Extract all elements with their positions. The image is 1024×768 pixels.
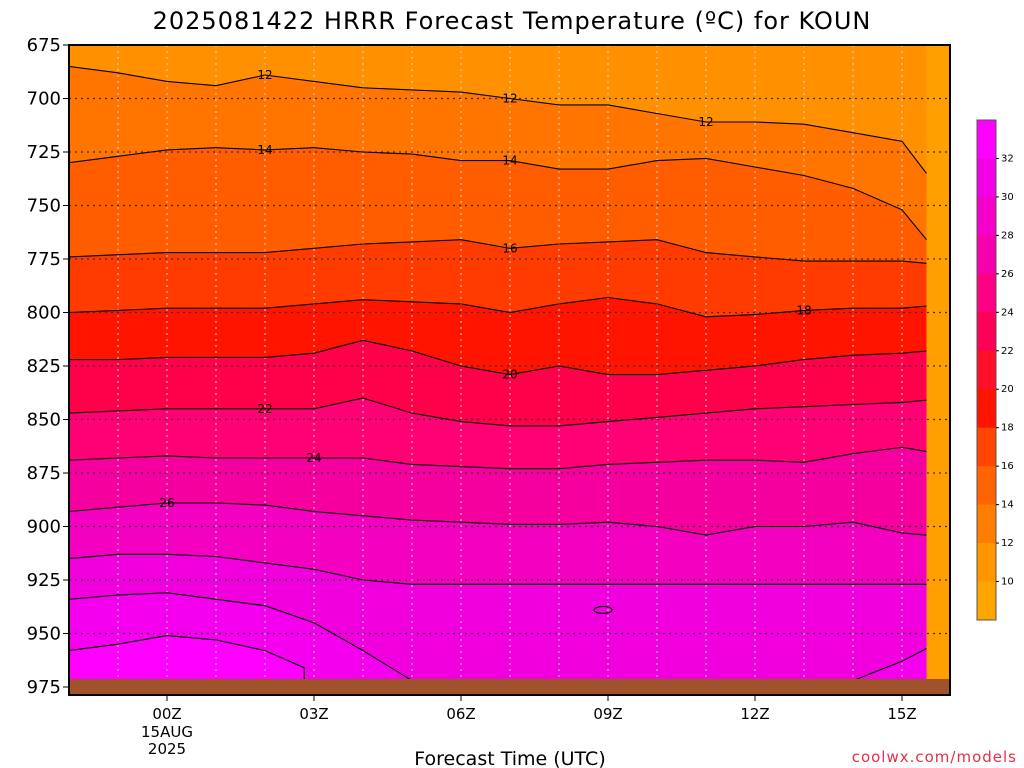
colorbar-swatch-11 (977, 543, 996, 583)
colorbar-label-16: 16 (1001, 461, 1014, 472)
colorbar-swatch-0 (977, 120, 996, 159)
y-tick-label-950: 950 (27, 624, 61, 645)
colorbar-label-30: 30 (1001, 192, 1014, 203)
colorbar-frame (976, 119, 997, 621)
isotherm-14 (69, 147, 927, 241)
y-axis: 675 700 725 750 775 800 825 850 875 900 925 950 975 (27, 35, 69, 698)
x-date-label-day: 15AUG (141, 723, 193, 741)
y-tick-label-700: 700 (27, 89, 61, 110)
isotherm-22 (69, 397, 927, 427)
isotherm-label-12-0: 12 (257, 68, 272, 82)
colorbar-label-20: 20 (1001, 384, 1014, 395)
grid-lines (69, 45, 950, 695)
fill-band-16 (69, 147, 927, 264)
x-tick-label-12Z: 12Z (740, 705, 769, 723)
temperature-fill-bands (69, 45, 950, 695)
y-tick-label-850: 850 (27, 410, 61, 431)
watermark-text: coolwx.com/models (852, 748, 1017, 766)
isotherm-label-12-1: 12 (502, 92, 517, 106)
x-tick-label-09Z: 09Z (593, 705, 622, 723)
colorbar-swatch-9 (977, 466, 996, 506)
fill-band-14 (69, 66, 927, 240)
y-tick-label-975: 975 (27, 677, 61, 698)
fill-band-22 (69, 340, 927, 426)
colorbar-swatch-7 (977, 389, 996, 429)
fill-band-26 (69, 447, 927, 536)
y-tick-label-825: 825 (27, 356, 61, 377)
colorbar-label-22: 22 (1001, 346, 1014, 357)
isotherm-label-18-0: 18 (796, 303, 811, 317)
colorbar-label-18: 18 (1001, 423, 1014, 434)
colorbar-swatch-2 (977, 196, 996, 236)
isotherm-24 (69, 446, 927, 470)
isotherm-label-16-0: 16 (502, 241, 517, 255)
y-tick-label-900: 900 (27, 517, 61, 538)
isotherm-28 (69, 553, 927, 585)
isotherm-18 (69, 296, 927, 318)
colorbar-label-28: 28 (1001, 230, 1014, 241)
chart-title: 2025081422 HRRR Forecast Temperature (ºC… (153, 7, 872, 35)
fill-band-28 (69, 503, 927, 585)
isotherm-label-20-0: 20 (502, 368, 517, 382)
colorbar-swatch-5 (977, 312, 996, 352)
isotherm-26 (69, 502, 927, 536)
y-tick-label-775: 775 (27, 249, 61, 270)
isotherm-label-14-1: 14 (502, 154, 517, 168)
y-tick-label-875: 875 (27, 463, 61, 484)
isotherm-labels: 12 12 12 14 14 16 18 20 22 24 26 (159, 68, 811, 510)
colorbar-label-12: 12 (1001, 538, 1014, 549)
colorbar-swatch-12 (977, 581, 996, 621)
ground-strip (69, 679, 950, 695)
isotherm-16 (69, 239, 927, 264)
fill-band-24 (69, 398, 927, 469)
x-tick-label-06Z: 06Z (446, 705, 475, 723)
y-tick-label-925: 925 (27, 570, 61, 591)
y-tick-label-750: 750 (27, 196, 61, 217)
y-tick-label-800: 800 (27, 303, 61, 324)
y-tick-label-675: 675 (27, 35, 61, 56)
isotherm-20 (69, 339, 927, 376)
x-tick-label-15Z: 15Z (887, 705, 916, 723)
isotherm-label-12-2: 12 (698, 115, 713, 129)
colorbar-swatch-10 (977, 504, 996, 544)
isotherm-label-22-0: 22 (257, 402, 272, 416)
x-date-label-year: 2025 (148, 740, 186, 758)
isotherm-label-26-0: 26 (159, 496, 174, 510)
y-tick-label-725: 725 (27, 142, 61, 163)
colorbar-swatch-3 (977, 235, 996, 275)
isotherm-32 (69, 635, 305, 681)
ground-layer (69, 679, 950, 695)
colorbar-swatch-1 (977, 158, 996, 198)
x-axis-title: Forecast Time (UTC) (414, 748, 605, 768)
colorbar-label-14: 14 (1001, 500, 1014, 511)
isotherm-label-14-0: 14 (257, 143, 272, 157)
x-axis: 15AUG 2025 00Z 03Z 06Z 09Z 12Z 15Z (141, 695, 917, 758)
colorbar-label-26: 26 (1001, 269, 1014, 280)
colorbar: 32 30 28 26 24 22 20 18 16 14 12 10 (976, 119, 1014, 621)
colorbar-swatch-8 (977, 427, 996, 467)
colorbar-label-10: 10 (1001, 577, 1014, 588)
isotherm-12 (69, 65, 927, 174)
colorbar-swatch-6 (977, 350, 996, 390)
isotherm-30-closed (593, 605, 613, 615)
fill-band-30 (69, 554, 927, 681)
isotherm-label-24-0: 24 (306, 451, 321, 465)
colorbar-swatch-4 (977, 273, 996, 313)
colorbar-label-32: 32 (1001, 153, 1014, 164)
x-tick-label-03Z: 03Z (299, 705, 328, 723)
plot-frame (68, 44, 951, 696)
x-tick-label-00Z: 00Z (152, 705, 181, 723)
colorbar-label-24: 24 (1001, 307, 1014, 318)
